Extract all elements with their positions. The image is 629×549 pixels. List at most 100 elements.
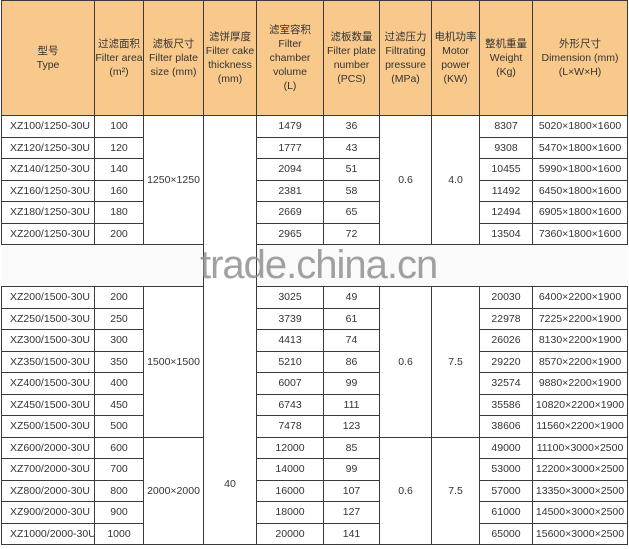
plate-number-cell: 141 [323,522,380,545]
dimension-cell: 8570×2200×1900 [532,350,628,373]
model-cell: XZ350/1500-30U [1,350,95,373]
chamber-volume-cell: 2669 [256,201,324,224]
table-row: XZ400/1500-30U 400 6007 99 32574 9880×2200×19… [1,372,628,395]
table-row: XZ140/1250-30U 140 2094 51 10455 5990×1800×16… [1,158,628,181]
weight-cell: 29220 [479,350,533,373]
header-en: pressure [385,59,426,71]
header-zh: 外形尺寸 [559,38,601,50]
weight-cell: 32574 [479,372,533,395]
filter-area-cell: 300 [94,329,144,352]
header-en: (mm) [217,73,243,85]
header-row: 型号 Type 过滤面积 Filter area (m²) 滤板尺寸 Filter plat… [1,0,628,116]
weight-cell: 65000 [479,522,533,545]
dimension-cell: 15600×3000×2500 [532,522,628,545]
weight-cell: 57000 [479,479,533,502]
filter-area-cell: 200 [94,222,144,245]
table-row: XZ500/1500-30U 500 7478 123 38606 11560×2200×… [1,415,628,438]
model-cell: XZ250/1500-30U [1,307,95,330]
chamber-volume-cell: 18000 [256,501,324,524]
model-cell: XZ300/1500-30U [1,329,95,352]
table-row: XZ700/2000-30U 700 14000 99 53000 12200×3000×… [1,458,628,481]
header-en: (m²) [109,66,129,78]
column-header: 过滤面积 Filter area (m²) [94,0,144,116]
plate-number-cell: 72 [323,222,380,245]
gap-cell [1,244,204,287]
plate-size-cell: 1500×1500 [143,286,204,438]
model-cell: XZ140/1250-30U [1,158,95,181]
chamber-volume-cell: 2094 [256,158,324,181]
table-row: XZ160/1250-30U 160 2381 58 11492 6450×1800×16… [1,179,628,202]
model-cell: XZ600/2000-30U [1,436,95,459]
pressure-cell: 0.6 [379,286,432,438]
table-row: XZ1000/2000-30U 1000 20000 141 65000 15600×30… [1,522,628,545]
filter-area-cell: 140 [94,158,144,181]
chamber-volume-cell: 20000 [256,522,324,545]
dimension-cell: 11100×3000×2500 [532,436,628,459]
weight-cell: 26026 [479,329,533,352]
dimension-cell: 6905×1800×1600 [532,201,628,224]
chamber-volume-cell: 4413 [256,329,324,352]
header-en: (MPa) [391,73,420,85]
table-row: XZ200/1500-30U 200 1500×1500 3025 49 0.6 7.5 20… [1,286,628,438]
chamber-volume-cell: 5210 [256,350,324,373]
table-row: XZ250/1500-30U 250 3739 61 22978 7225×2200×19… [1,307,628,330]
header-en: (L) [283,80,297,92]
filter-area-cell: 200 [94,286,144,309]
weight-cell: 49000 [479,436,533,459]
header-en: (PCS) [337,73,366,85]
plate-number-cell: 99 [323,458,380,481]
table-row: XZ600/2000-30U 600 2000×2000 12000 85 0.6 7.5 4… [1,436,628,545]
dimension-cell: 5020×1800×1600 [532,115,628,138]
column-header: 型号 Type [1,0,95,116]
filter-area-cell: 450 [94,393,144,416]
plate-number-cell: 51 [323,158,380,181]
chamber-volume-cell: 3025 [256,286,324,309]
dimension-cell: 8130×2200×1900 [532,329,628,352]
weight-cell: 11492 [479,179,533,202]
plate-number-cell: 107 [323,479,380,502]
header-zh: 型号 [37,45,59,57]
weight-cell: 8307 [479,115,533,138]
plate-size-cell: 1250×1250 [143,115,204,245]
plate-number-cell: 99 [323,372,380,395]
chamber-volume-cell: 7478 [256,415,324,438]
table-row: XZ100/1250-30U 100 1250×1250 40 1479 36 0.6 4.0… [1,115,628,545]
plate-number-cell: 74 [323,329,380,352]
header-en: Filter plate [148,52,199,64]
motor-power-cell: 4.0 [431,115,480,245]
filter-area-cell: 600 [94,436,144,459]
header-en: Weight [489,52,523,64]
chamber-volume-cell: 1777 [256,136,324,159]
filter-area-cell: 250 [94,307,144,330]
column-header: 滤板数量 Filter plate number (PCS) [323,0,380,116]
table-row: XZ120/1250-30U 120 1777 43 9308 5470×1800×160… [1,136,628,159]
header-en: volume [273,66,307,78]
weight-cell: 20030 [479,286,533,309]
dimension-cell: 7360×1800×1600 [532,222,628,245]
weight-cell: 35586 [479,393,533,416]
chamber-volume-cell: 12000 [256,436,324,459]
model-cell: XZ900/2000-30U [1,501,95,524]
chamber-volume-cell: 6743 [256,393,324,416]
dimension-cell: 5470×1800×1600 [532,136,628,159]
weight-cell: 13504 [479,222,533,245]
model-cell: XZ500/1500-30U [1,415,95,438]
chamber-volume-cell: 2381 [256,179,324,202]
chamber-volume-cell: 14000 [256,458,324,481]
header-en: thickness [208,59,252,71]
table-row: XZ900/2000-30U 900 18000 127 61000 14500×3000… [1,501,628,524]
header-en: size (mm) [150,66,197,78]
plate-number-cell: 111 [323,393,380,416]
model-cell: XZ800/2000-30U [1,479,95,502]
model-cell: XZ400/1500-30U [1,372,95,395]
plate-number-cell: 65 [323,201,380,224]
weight-cell: 22978 [479,307,533,330]
header-en: Filter cake [205,45,255,57]
table-row: XZ800/2000-30U 800 16000 107 57000 13350×3000… [1,479,628,502]
header-zh: 滤板尺寸 [152,38,195,50]
header-en: (Kg) [496,66,516,78]
plate-number-cell: 43 [323,136,380,159]
filter-area-cell: 100 [94,115,144,138]
column-header: 滤饼厚度 Filter cake thickness (mm) [203,0,257,116]
